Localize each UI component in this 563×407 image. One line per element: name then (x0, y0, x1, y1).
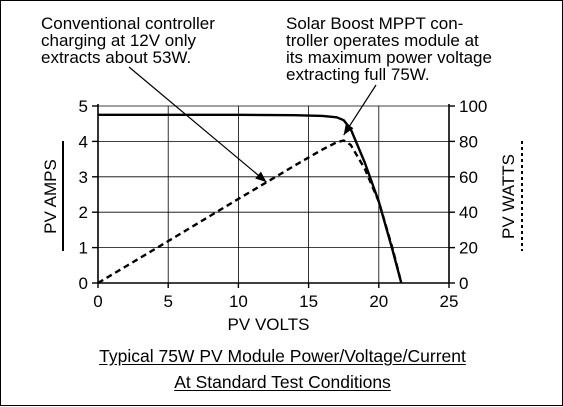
y-tick-label-left: 5 (79, 97, 88, 116)
caption-line-2: At Standard Test Conditions (174, 372, 391, 392)
x-axis-title: PV VOLTS (228, 315, 310, 334)
y-tick-label-right: 40 (459, 203, 478, 222)
y-tick-label-left: 4 (79, 132, 88, 151)
y-tick-label-right: 60 (459, 168, 478, 187)
y-tick-label-left: 3 (79, 168, 88, 187)
y-tick-label-right: 0 (459, 274, 468, 293)
y-tick-label-left: 1 (79, 239, 88, 258)
x-tick-label: 25 (440, 292, 459, 311)
y-tick-label-left: 2 (79, 203, 88, 222)
arrow-conventional-head (255, 171, 267, 183)
annotation-mppt: Solar Boost MPPT con- troller operates m… (286, 14, 492, 84)
y-tick-label-right: 100 (459, 97, 487, 116)
arrow-conventional-shaft (128, 66, 267, 183)
x-tick-label: 15 (299, 292, 318, 311)
series-line-amps (98, 113, 403, 284)
x-tick-label: 5 (163, 292, 172, 311)
y-axis-title-right: PV WATTS (499, 154, 518, 239)
y-tick-label-right: 20 (459, 239, 478, 258)
caption-line-1: Typical 75W PV Module Power/Voltage/Curr… (99, 346, 466, 366)
y-tick-label-left: 0 (79, 274, 88, 293)
series-line-watts (97, 139, 403, 285)
x-tick-label: 20 (369, 292, 388, 311)
x-tick-label: 10 (229, 292, 248, 311)
y-axis-title-left: PV AMPS (41, 159, 60, 234)
annotation-conventional: Conventional controller charging at 12V … (41, 14, 215, 67)
x-tick-label: 0 (93, 292, 102, 311)
y-tick-label-right: 80 (459, 132, 478, 151)
arrow-mppt-head (343, 123, 354, 136)
